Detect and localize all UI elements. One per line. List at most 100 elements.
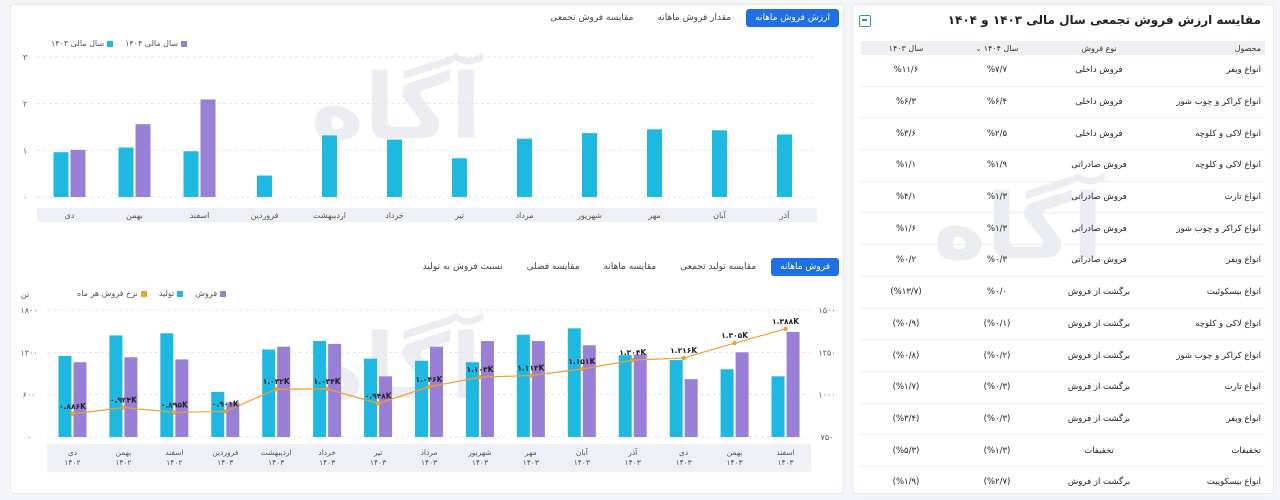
legend-item: سال مالی ۱۴۰۴ — [125, 39, 188, 48]
cell-product: انواع لاکی و کلوچه — [1195, 128, 1261, 139]
tab-cumulative-production[interactable]: مقایسه تولید تجمعی — [680, 262, 757, 272]
cell-year-1403: %۶/۳ — [895, 97, 917, 108]
sales-rate-label: ۰.۹۲۴K — [110, 396, 138, 405]
sales-rate-label: ۱.۱۵۱K — [568, 357, 596, 366]
tab-monthly-comparison[interactable]: مقایسه ماهانه — [603, 262, 657, 272]
bar-1403 — [183, 151, 199, 197]
cell-year-1404: %۱/۹ — [986, 160, 1008, 171]
x-tick-label: اسفند — [190, 211, 210, 220]
tab-cumulative-sales[interactable]: مقایسه فروش تجمعی — [550, 13, 634, 23]
legend-swatch — [177, 290, 184, 297]
header-year-1403[interactable]: سال ۱۴۰۳ — [888, 43, 924, 53]
cell-product: انواع بیسکوییت — [1206, 477, 1261, 488]
legend-item: فروش — [195, 289, 227, 298]
sales-rate-label: ۱.۰۳۴K — [314, 377, 342, 386]
bar-1403 — [322, 135, 337, 197]
cell-year-1404: (%۰/۳) — [983, 413, 1011, 424]
cell-year-1403: %۳/۶ — [895, 128, 917, 139]
sales-rate-point — [477, 375, 483, 380]
legend-swatch — [181, 40, 188, 47]
sales-rate-label: ۰.۸۹۵K — [161, 400, 189, 409]
bar-sales — [633, 354, 647, 437]
cell-year-1403: (%۵/۳) — [892, 445, 920, 456]
x-tick-label: آذر ۱۴۰۳ — [625, 447, 641, 467]
cell-sale-type: تخفیفات — [1084, 445, 1114, 456]
bar-sales — [277, 346, 291, 437]
sales-rate-point — [70, 411, 75, 417]
right-tick-label: ۱۲۵۰ — [818, 348, 835, 357]
table-row: انواع بیسکوییت برگشت از فروش (%۲/۷) (%۱/۹) — [861, 467, 1265, 499]
cell-year-1404: %۶/۴ — [986, 97, 1008, 108]
bar-sales — [684, 379, 698, 437]
sales-rate-point — [274, 387, 279, 392]
x-tick-label: دی ۱۴۰۳ — [676, 448, 692, 467]
tab-monthly-sales-value[interactable]: ارزش فروش ماهانه — [746, 9, 839, 27]
bottom-chart-legend: فروش تولید نرخ فروش هر ماه — [77, 289, 227, 298]
table-row: انواع لاکی و کلوچه برگشت از فروش (%۰/۱) (%۰… — [861, 309, 1265, 341]
cell-product: انواع تارت — [1224, 192, 1261, 203]
cell-sale-type: فروش داخلی — [1075, 128, 1123, 139]
sales-rate-point — [630, 357, 635, 363]
table-row: انواع لاکی و کلوچه فروش داخلی %۲/۵ %۳/۶ — [861, 118, 1265, 151]
cell-year-1404: (%۰/۳) — [983, 382, 1011, 393]
excel-export-icon[interactable] — [859, 15, 871, 27]
bar-production — [58, 355, 72, 437]
cell-year-1403: (%۳/۴) — [892, 413, 920, 424]
y-tick-label: ۰ — [23, 193, 27, 202]
cell-year-1404: %۷/۷ — [986, 65, 1008, 76]
cell-year-1404: (%۰/۱) — [983, 318, 1011, 329]
legend-item: نرخ فروش هر ماه — [77, 289, 147, 298]
table-row: تخفیفات تخفیفات (%۱/۳) (%۵/۳) — [861, 435, 1265, 467]
bar-production — [160, 333, 174, 437]
cell-year-1404: %۱/۳ — [986, 223, 1008, 234]
bar-1403 — [257, 175, 272, 197]
x-tick-label: بهمن ۱۴۰۲ — [115, 448, 131, 467]
bar-1403 — [53, 152, 69, 197]
table-row: انواع ویفر فروش داخلی %۷/۷ %۱۱/۶ — [861, 55, 1265, 87]
sales-rate-label: ۱.۲۰۴K — [619, 348, 647, 357]
bar-1403 — [582, 133, 597, 197]
tab-seasonal-comparison[interactable]: مقایسه فصلی — [526, 262, 580, 272]
cell-product: انواع کراکر و چوب شور — [1176, 97, 1261, 108]
x-tick-label: مهر — [647, 211, 660, 220]
x-tick-label: آبان ۱۴۰۳ — [574, 447, 590, 467]
tab-monthly-sales[interactable]: فروش ماهانه — [771, 258, 839, 276]
cell-year-1403: (%۱۳/۷) — [890, 287, 922, 298]
y-tick-label: ۳ — [23, 53, 28, 62]
sales-rate-point — [324, 386, 330, 392]
header-sale-type[interactable]: نوع فروش — [1081, 43, 1117, 53]
cell-sale-type: برگشت از فروش — [1067, 350, 1131, 361]
cell-year-1403: %۰/۲ — [895, 255, 917, 266]
x-tick-label: تیر ۱۴۰۳ — [370, 448, 386, 467]
cell-year-1404: (%۰/۲) — [983, 350, 1011, 361]
bar-production — [771, 376, 785, 437]
right-tick-label: ۱۰۰۰ — [818, 391, 835, 400]
top-chart-legend: سال مالی ۱۴۰۴ سال مالی ۱۴۰۳ — [51, 39, 188, 48]
table-row: انواع کراکر و چوب شور فروش داخلی %۶/۴ %۶/۳ — [861, 87, 1265, 119]
bar-sales — [531, 341, 545, 437]
bar-1404 — [200, 99, 216, 197]
y-tick-label: ۲ — [23, 100, 27, 109]
cell-product: انواع بیسکوئیت — [1206, 287, 1261, 298]
sales-rate-label: ۱.۳۸۸K — [772, 317, 800, 326]
x-axis-band — [47, 444, 811, 472]
sales-rate-point — [528, 373, 534, 378]
tab-monthly-sales-quantity[interactable]: مقدار فروش ماهانه — [657, 13, 732, 23]
bar-production — [109, 335, 123, 437]
table-row: انواع کراکر و چوب شور برگشت از فروش (%۰/۲)… — [861, 340, 1265, 372]
x-tick-label: تیر — [454, 211, 464, 220]
cell-sale-type: برگشت از فروش — [1067, 287, 1131, 298]
cell-sale-type: فروش صادراتی — [1071, 255, 1127, 266]
header-product[interactable]: محصول — [1234, 43, 1261, 53]
bar-1403 — [387, 139, 402, 197]
tab-sales-to-production[interactable]: نسبت فروش به تولید — [422, 262, 503, 272]
bar-sales — [226, 402, 240, 437]
x-tick-label: آبان — [713, 210, 727, 220]
right-tick-label: ۱۵۰۰ — [818, 306, 835, 315]
x-tick-label: بهمن ۱۴۰۳ — [727, 448, 743, 467]
header-year-1404[interactable]: سال ۱۴۰۴ — [951, 44, 1043, 53]
x-tick-label: شهریور — [576, 211, 602, 220]
bottom-chart-tabs: فروش ماهانه مقایسه تولید تجمعی مقایسه ما… — [414, 258, 839, 276]
sales-rate-point — [732, 340, 737, 346]
table-row: انواع تارت فروش صادراتی %۱/۳ %۴/۱ — [861, 182, 1265, 214]
